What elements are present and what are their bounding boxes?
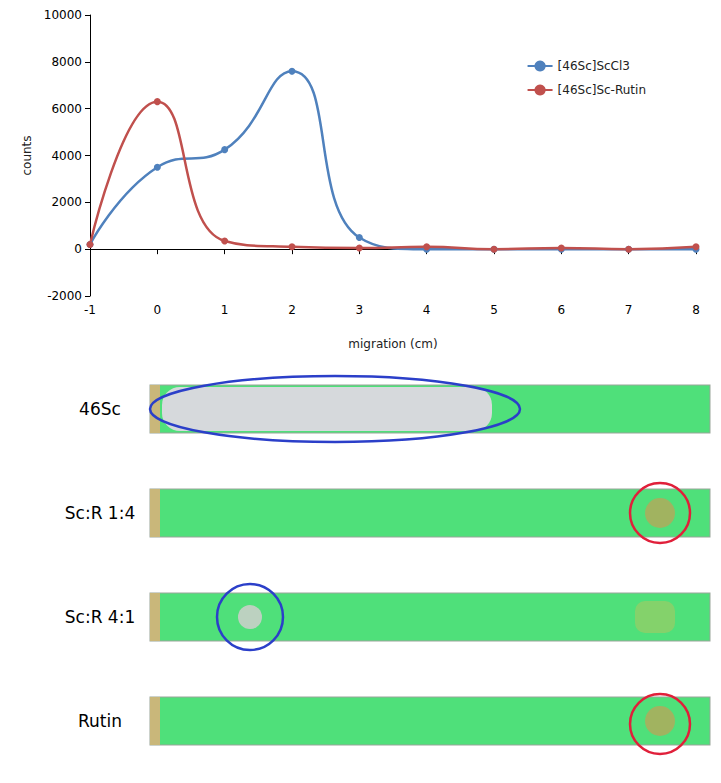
svg-text:3: 3 [356, 303, 364, 317]
svg-text:-1: -1 [84, 303, 96, 317]
svg-text:2: 2 [288, 303, 296, 317]
svg-text:Sc:R 1:4: Sc:R 1:4 [65, 503, 135, 523]
svg-text:Rutin: Rutin [78, 711, 122, 731]
svg-text:6: 6 [558, 303, 566, 317]
svg-text:46Sc: 46Sc [79, 399, 121, 419]
svg-text:0: 0 [74, 242, 82, 256]
svg-text:migration (cm): migration (cm) [348, 337, 437, 351]
svg-text:2000: 2000 [51, 195, 82, 209]
svg-text:0: 0 [154, 303, 162, 317]
svg-text:8: 8 [692, 303, 700, 317]
svg-text:8000: 8000 [51, 55, 82, 69]
svg-text:4000: 4000 [51, 149, 82, 163]
svg-text:4: 4 [423, 303, 431, 317]
svg-text:Sc:R 4:1: Sc:R 4:1 [65, 607, 135, 627]
svg-text:7: 7 [625, 303, 633, 317]
svg-text:6000: 6000 [51, 102, 82, 116]
svg-text:[46Sc]ScCl3: [46Sc]ScCl3 [558, 59, 630, 73]
svg-text:[46Sc]Sc-Rutin: [46Sc]Sc-Rutin [558, 83, 646, 97]
svg-text:10000: 10000 [44, 8, 82, 22]
svg-text:-2000: -2000 [47, 289, 82, 303]
svg-text:1: 1 [221, 303, 229, 317]
svg-text:5: 5 [490, 303, 498, 317]
svg-text:counts: counts [20, 135, 34, 175]
